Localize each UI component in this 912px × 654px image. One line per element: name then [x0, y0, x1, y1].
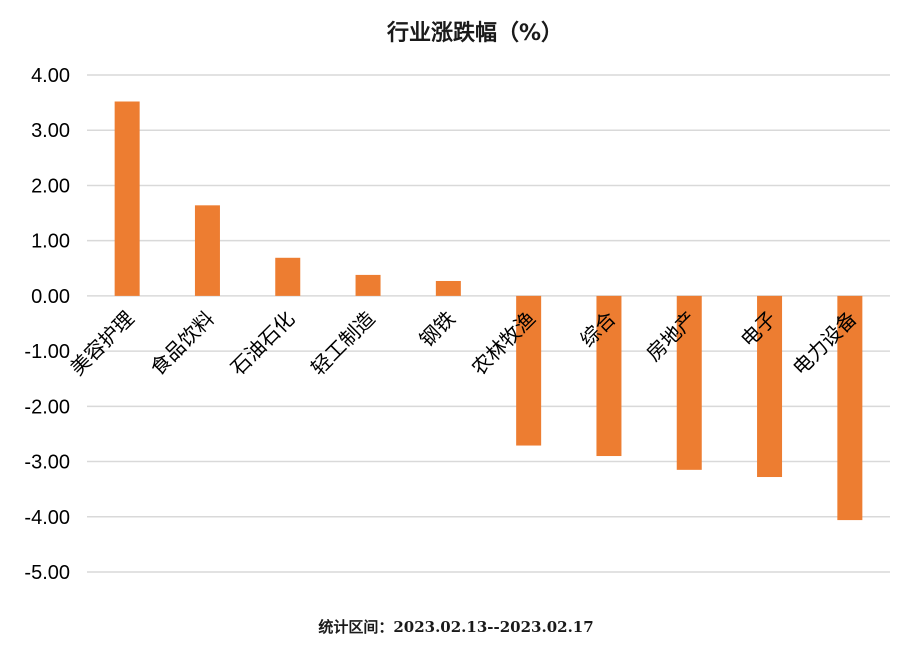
y-tick-label: 3.00 [31, 120, 70, 142]
x-category-label: 美容护理 [65, 306, 139, 380]
bars [114, 101, 863, 521]
bar [837, 295, 863, 521]
y-tick-label: -3.00 [24, 452, 70, 474]
x-category-label: 轻工制造 [306, 306, 380, 380]
y-tick-label: 4.00 [31, 65, 70, 87]
y-tick-label: -5.00 [24, 562, 70, 584]
y-axis-ticks: 4.00 3.00 2.00 1.00 0.00 -1.00 -2.00 -3.00 -4.00… [24, 65, 70, 584]
bar [355, 274, 381, 296]
y-tick-label: -4.00 [24, 507, 70, 529]
date-range-note: 统计区间：2023.02.13--2023.02.17 [318, 618, 594, 636]
bar [275, 257, 301, 296]
bar [194, 205, 220, 296]
chart-title: 行业涨跌幅（%） [386, 20, 563, 46]
bar [757, 295, 783, 478]
y-tick-label: 1.00 [31, 231, 70, 253]
bar [435, 280, 461, 296]
y-tick-label: 2.00 [31, 175, 70, 197]
bar [596, 295, 622, 457]
x-category-label: 钢铁 [415, 306, 460, 351]
y-tick-label: -1.00 [24, 341, 70, 363]
bar [516, 295, 542, 446]
x-category-label: 食品饮料 [145, 306, 219, 380]
x-category-label: 石油石化 [226, 306, 300, 380]
gridlines [87, 74, 890, 573]
bar [114, 101, 140, 296]
bar [676, 295, 702, 470]
x-axis-labels: 美容护理 食品饮料 石油石化 轻工制造 钢铁 农林牧渔 综合 房地产 电子 电力设备 [65, 306, 861, 380]
y-tick-label: -2.00 [24, 396, 70, 418]
y-tick-label: 0.00 [31, 286, 70, 308]
